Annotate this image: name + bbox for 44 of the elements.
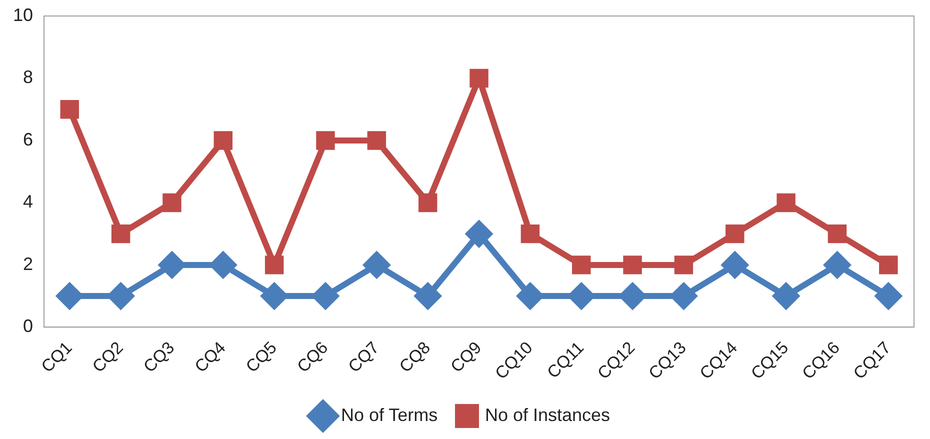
point: [776, 193, 796, 212]
point: [466, 220, 492, 247]
point: [824, 252, 850, 278]
y-tick-label: 2: [23, 254, 34, 274]
point: [60, 100, 79, 119]
point: [726, 224, 744, 244]
point: [364, 252, 390, 278]
y-tick-label: 0: [23, 316, 34, 336]
point: [414, 283, 441, 310]
point: [264, 256, 284, 274]
point: [162, 193, 182, 212]
point: [214, 131, 232, 150]
x-tick-label: CQ9: [446, 338, 486, 376]
point: [875, 283, 902, 310]
y-tick-label: 4: [23, 192, 34, 212]
point: [316, 131, 335, 150]
y-tick-label: 6: [23, 129, 34, 150]
point: [517, 283, 544, 310]
point: [620, 283, 646, 310]
x-tick-label: CQ1: [38, 338, 76, 376]
point: [210, 252, 236, 278]
point: [623, 256, 642, 274]
point: [670, 283, 697, 310]
legend-label: No of Terms: [340, 404, 438, 425]
point: [722, 252, 748, 278]
point: [418, 193, 438, 212]
legend-label: No of Instances: [484, 404, 610, 425]
point: [470, 68, 488, 88]
point: [111, 224, 130, 244]
point: [773, 283, 800, 310]
point: [108, 283, 134, 310]
point: [568, 283, 594, 310]
point: [312, 283, 338, 310]
point: [572, 256, 591, 274]
point: [674, 256, 694, 274]
point: [261, 283, 288, 310]
point: [56, 283, 83, 310]
point: [520, 224, 540, 244]
point: [158, 252, 185, 278]
point: [367, 131, 386, 150]
point: [828, 224, 847, 244]
y-tick-label: 10: [12, 4, 34, 25]
y-tick-label: 8: [23, 67, 34, 88]
point: [879, 256, 898, 274]
